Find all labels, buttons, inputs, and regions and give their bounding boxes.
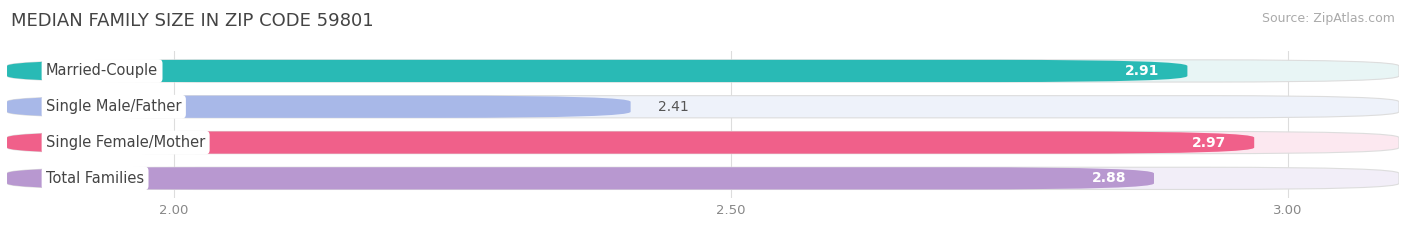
Text: 2.91: 2.91 bbox=[1125, 64, 1160, 78]
FancyBboxPatch shape bbox=[7, 60, 1188, 82]
FancyBboxPatch shape bbox=[7, 60, 1399, 82]
Text: Single Female/Mother: Single Female/Mother bbox=[46, 135, 205, 150]
Text: 2.97: 2.97 bbox=[1192, 136, 1226, 150]
Text: Source: ZipAtlas.com: Source: ZipAtlas.com bbox=[1261, 12, 1395, 25]
FancyBboxPatch shape bbox=[7, 131, 1399, 154]
Text: Single Male/Father: Single Male/Father bbox=[46, 99, 181, 114]
FancyBboxPatch shape bbox=[7, 96, 631, 118]
Text: MEDIAN FAMILY SIZE IN ZIP CODE 59801: MEDIAN FAMILY SIZE IN ZIP CODE 59801 bbox=[11, 12, 374, 30]
Text: Total Families: Total Families bbox=[46, 171, 145, 186]
FancyBboxPatch shape bbox=[7, 131, 1254, 154]
Text: 2.41: 2.41 bbox=[658, 100, 689, 114]
FancyBboxPatch shape bbox=[7, 167, 1154, 189]
FancyBboxPatch shape bbox=[7, 96, 1399, 118]
Text: Married-Couple: Married-Couple bbox=[46, 63, 157, 79]
FancyBboxPatch shape bbox=[7, 167, 1399, 189]
Text: 2.88: 2.88 bbox=[1091, 171, 1126, 185]
